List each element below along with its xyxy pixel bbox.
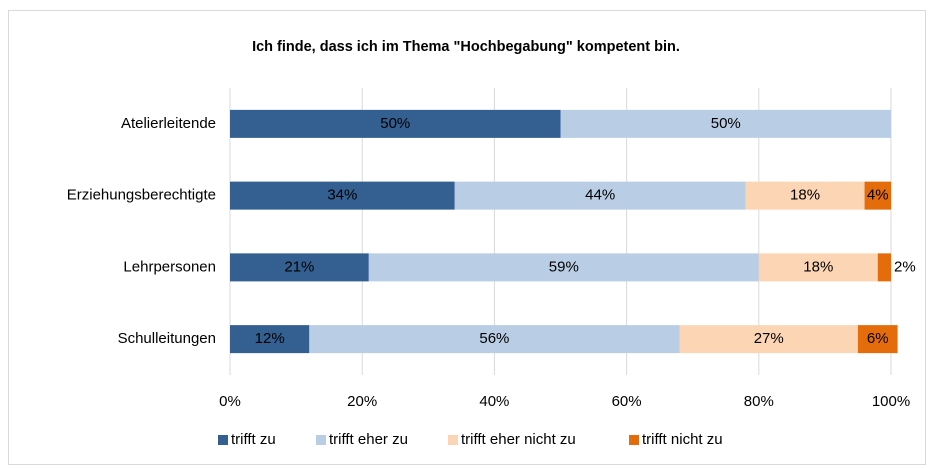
data-label: 2% (894, 258, 916, 275)
bar-segment (230, 253, 369, 282)
bar-segment (230, 181, 455, 210)
legend-label: trifft zu (231, 431, 276, 448)
data-label: 50% (711, 115, 741, 132)
bar-segment (857, 325, 898, 354)
bar-segment (679, 325, 858, 354)
data-label: 4% (867, 187, 889, 204)
bar-segment (230, 325, 310, 354)
bar-segment (309, 325, 680, 354)
y-tick-label: Atelierleitende (121, 115, 216, 132)
y-tick-label: Schulleitungen (118, 330, 216, 347)
x-tick-label: 80% (744, 393, 774, 410)
data-label: 27% (754, 330, 784, 347)
legend-label: trifft eher zu (329, 431, 408, 448)
data-label: 50% (380, 115, 410, 132)
data-label: 44% (585, 187, 615, 204)
bar-segment (877, 253, 891, 282)
x-tick-label: 60% (612, 393, 642, 410)
legend-swatch (629, 435, 639, 445)
y-tick-label: Lehrpersonen (123, 258, 216, 275)
data-label: 34% (327, 187, 357, 204)
x-tick-label: 40% (479, 393, 509, 410)
bar-segment (368, 253, 759, 282)
x-tick-label: 0% (219, 393, 241, 410)
legend-swatch (218, 435, 228, 445)
bar-segment (864, 181, 891, 210)
chart-frame (8, 10, 926, 465)
data-label: 12% (255, 330, 285, 347)
legend-label: trifft nicht zu (642, 431, 723, 448)
legend-swatch (448, 435, 458, 445)
legend-swatch (316, 435, 326, 445)
bar-segment (454, 181, 746, 210)
x-tick-label: 100% (872, 393, 910, 410)
legend-label: trifft eher nicht zu (461, 431, 576, 448)
bar-segment (745, 181, 865, 210)
data-label: 56% (479, 330, 509, 347)
data-label: 59% (549, 258, 579, 275)
data-label: 18% (803, 258, 833, 275)
bar-segment (560, 109, 891, 138)
chart-title: Ich finde, dass ich im Thema "Hochbegabu… (252, 39, 680, 55)
y-tick-label: Erziehungsberechtigte (67, 187, 216, 204)
bar-segment (758, 253, 878, 282)
bar-segment (230, 109, 561, 138)
data-label: 18% (790, 187, 820, 204)
x-tick-label: 20% (347, 393, 377, 410)
data-label: 6% (867, 330, 889, 347)
data-label: 21% (284, 258, 314, 275)
